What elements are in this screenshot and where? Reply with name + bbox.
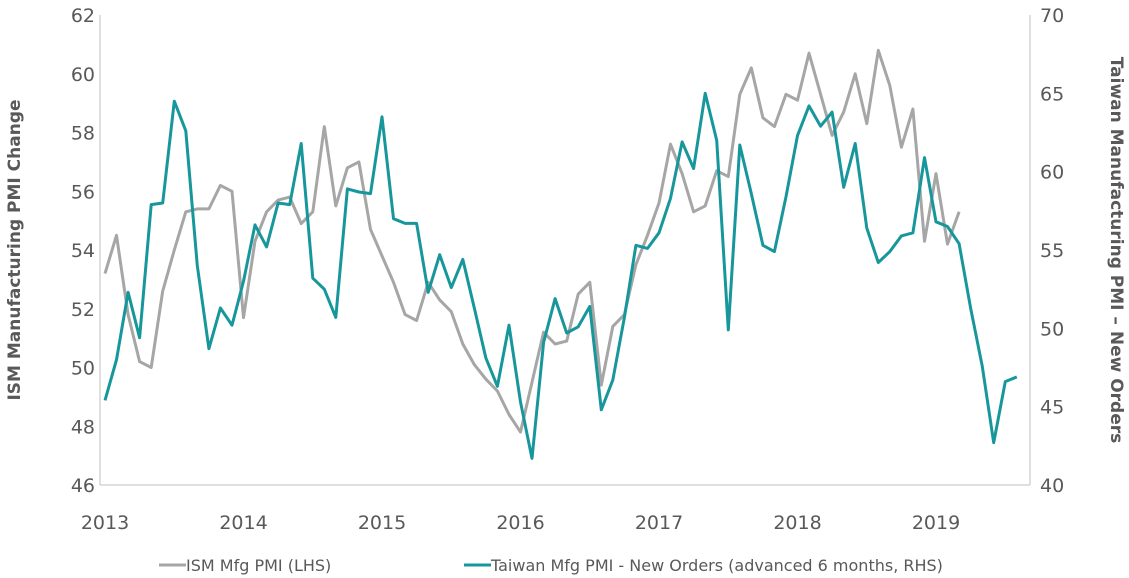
- ism-series-line: [103, 48, 961, 434]
- legend-label-taiwan: Taiwan Mfg PMI - New Orders (advanced 6 …: [490, 556, 943, 575]
- y-axis-left-title: ISM Manufacturing PMI Change: [5, 99, 25, 400]
- x-tick-label: 2017: [635, 512, 683, 534]
- y-right-tick-label: 60: [1040, 162, 1064, 184]
- x-tick-label: 2013: [81, 512, 129, 534]
- y-right-tick-label: 45: [1040, 397, 1064, 419]
- x-tick-label: 2018: [773, 512, 821, 534]
- y-left-tick-label: 62: [71, 5, 95, 27]
- y-right-tick-label: 40: [1040, 475, 1064, 497]
- y-left-tick-label: 58: [71, 123, 95, 145]
- y-left-tick-label: 46: [71, 475, 95, 497]
- y-axis-right-title: Taiwan Manufacturing PMI – New Orders: [1106, 57, 1126, 444]
- axes: [99, 15, 1031, 486]
- y-left-tick-label: 60: [71, 64, 95, 86]
- y-right-tick-label: 55: [1040, 240, 1064, 262]
- taiwan-series-line: [103, 91, 1018, 460]
- y-right-tick-label: 70: [1040, 5, 1064, 27]
- x-tick-label: 2014: [219, 512, 267, 534]
- y-left-tick-label: 56: [71, 181, 95, 203]
- x-tick-label: 2019: [912, 512, 960, 534]
- series-lines: [103, 48, 1018, 460]
- tick-labels: 46 48 50 52 54 56 58 60 62 40 45 50 55 60 65 70 2013 2014…: [71, 5, 1064, 534]
- y-left-tick-label: 54: [71, 240, 95, 262]
- legend: ISM Mfg PMI (LHS) Taiwan Mfg PMI - New Or…: [159, 556, 943, 575]
- y-left-tick-label: 52: [71, 299, 95, 321]
- y-left-tick-label: 48: [71, 416, 95, 438]
- x-tick-label: 2016: [496, 512, 544, 534]
- legend-label-ism: ISM Mfg PMI (LHS): [186, 556, 331, 575]
- y-right-tick-label: 50: [1040, 318, 1064, 340]
- y-right-tick-label: 65: [1040, 83, 1064, 105]
- y-left-tick-label: 50: [71, 358, 95, 380]
- x-tick-label: 2015: [358, 512, 406, 534]
